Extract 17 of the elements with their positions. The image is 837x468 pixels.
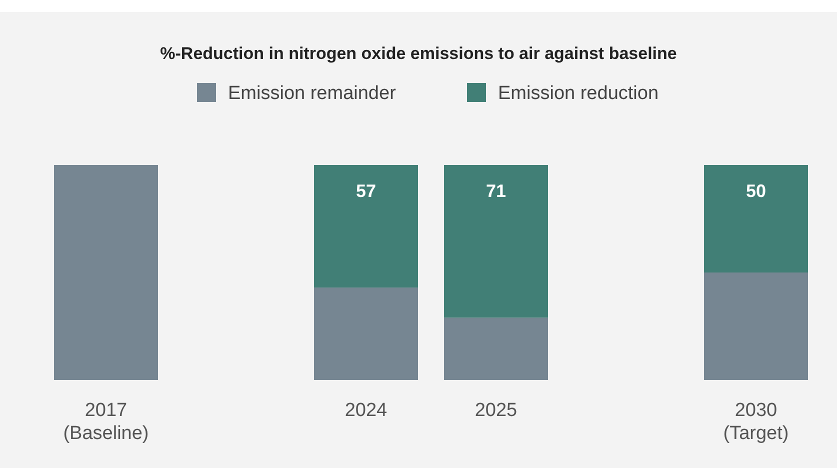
data-label: 57 <box>356 181 376 201</box>
bar <box>444 165 548 318</box>
legend-label: Emission reduction <box>498 83 659 104</box>
bar <box>704 272 808 380</box>
bar <box>444 318 548 380</box>
x-tick-label: 2030 (Target) <box>723 400 789 444</box>
legend-label: Emission remainder <box>228 83 397 104</box>
bar <box>314 165 418 288</box>
data-label: 71 <box>486 181 506 201</box>
bar <box>704 165 808 272</box>
x-tick-label: 2025 <box>474 400 518 421</box>
x-tick-label: 2024 <box>344 400 388 421</box>
chart-title: %-Reduction in nitrogen oxide emissions to air against baseline <box>160 44 677 63</box>
bar <box>314 288 418 380</box>
data-label: 50 <box>746 181 766 201</box>
bar <box>54 165 158 380</box>
x-tick-label: 2017 (Baseline) <box>63 400 149 444</box>
